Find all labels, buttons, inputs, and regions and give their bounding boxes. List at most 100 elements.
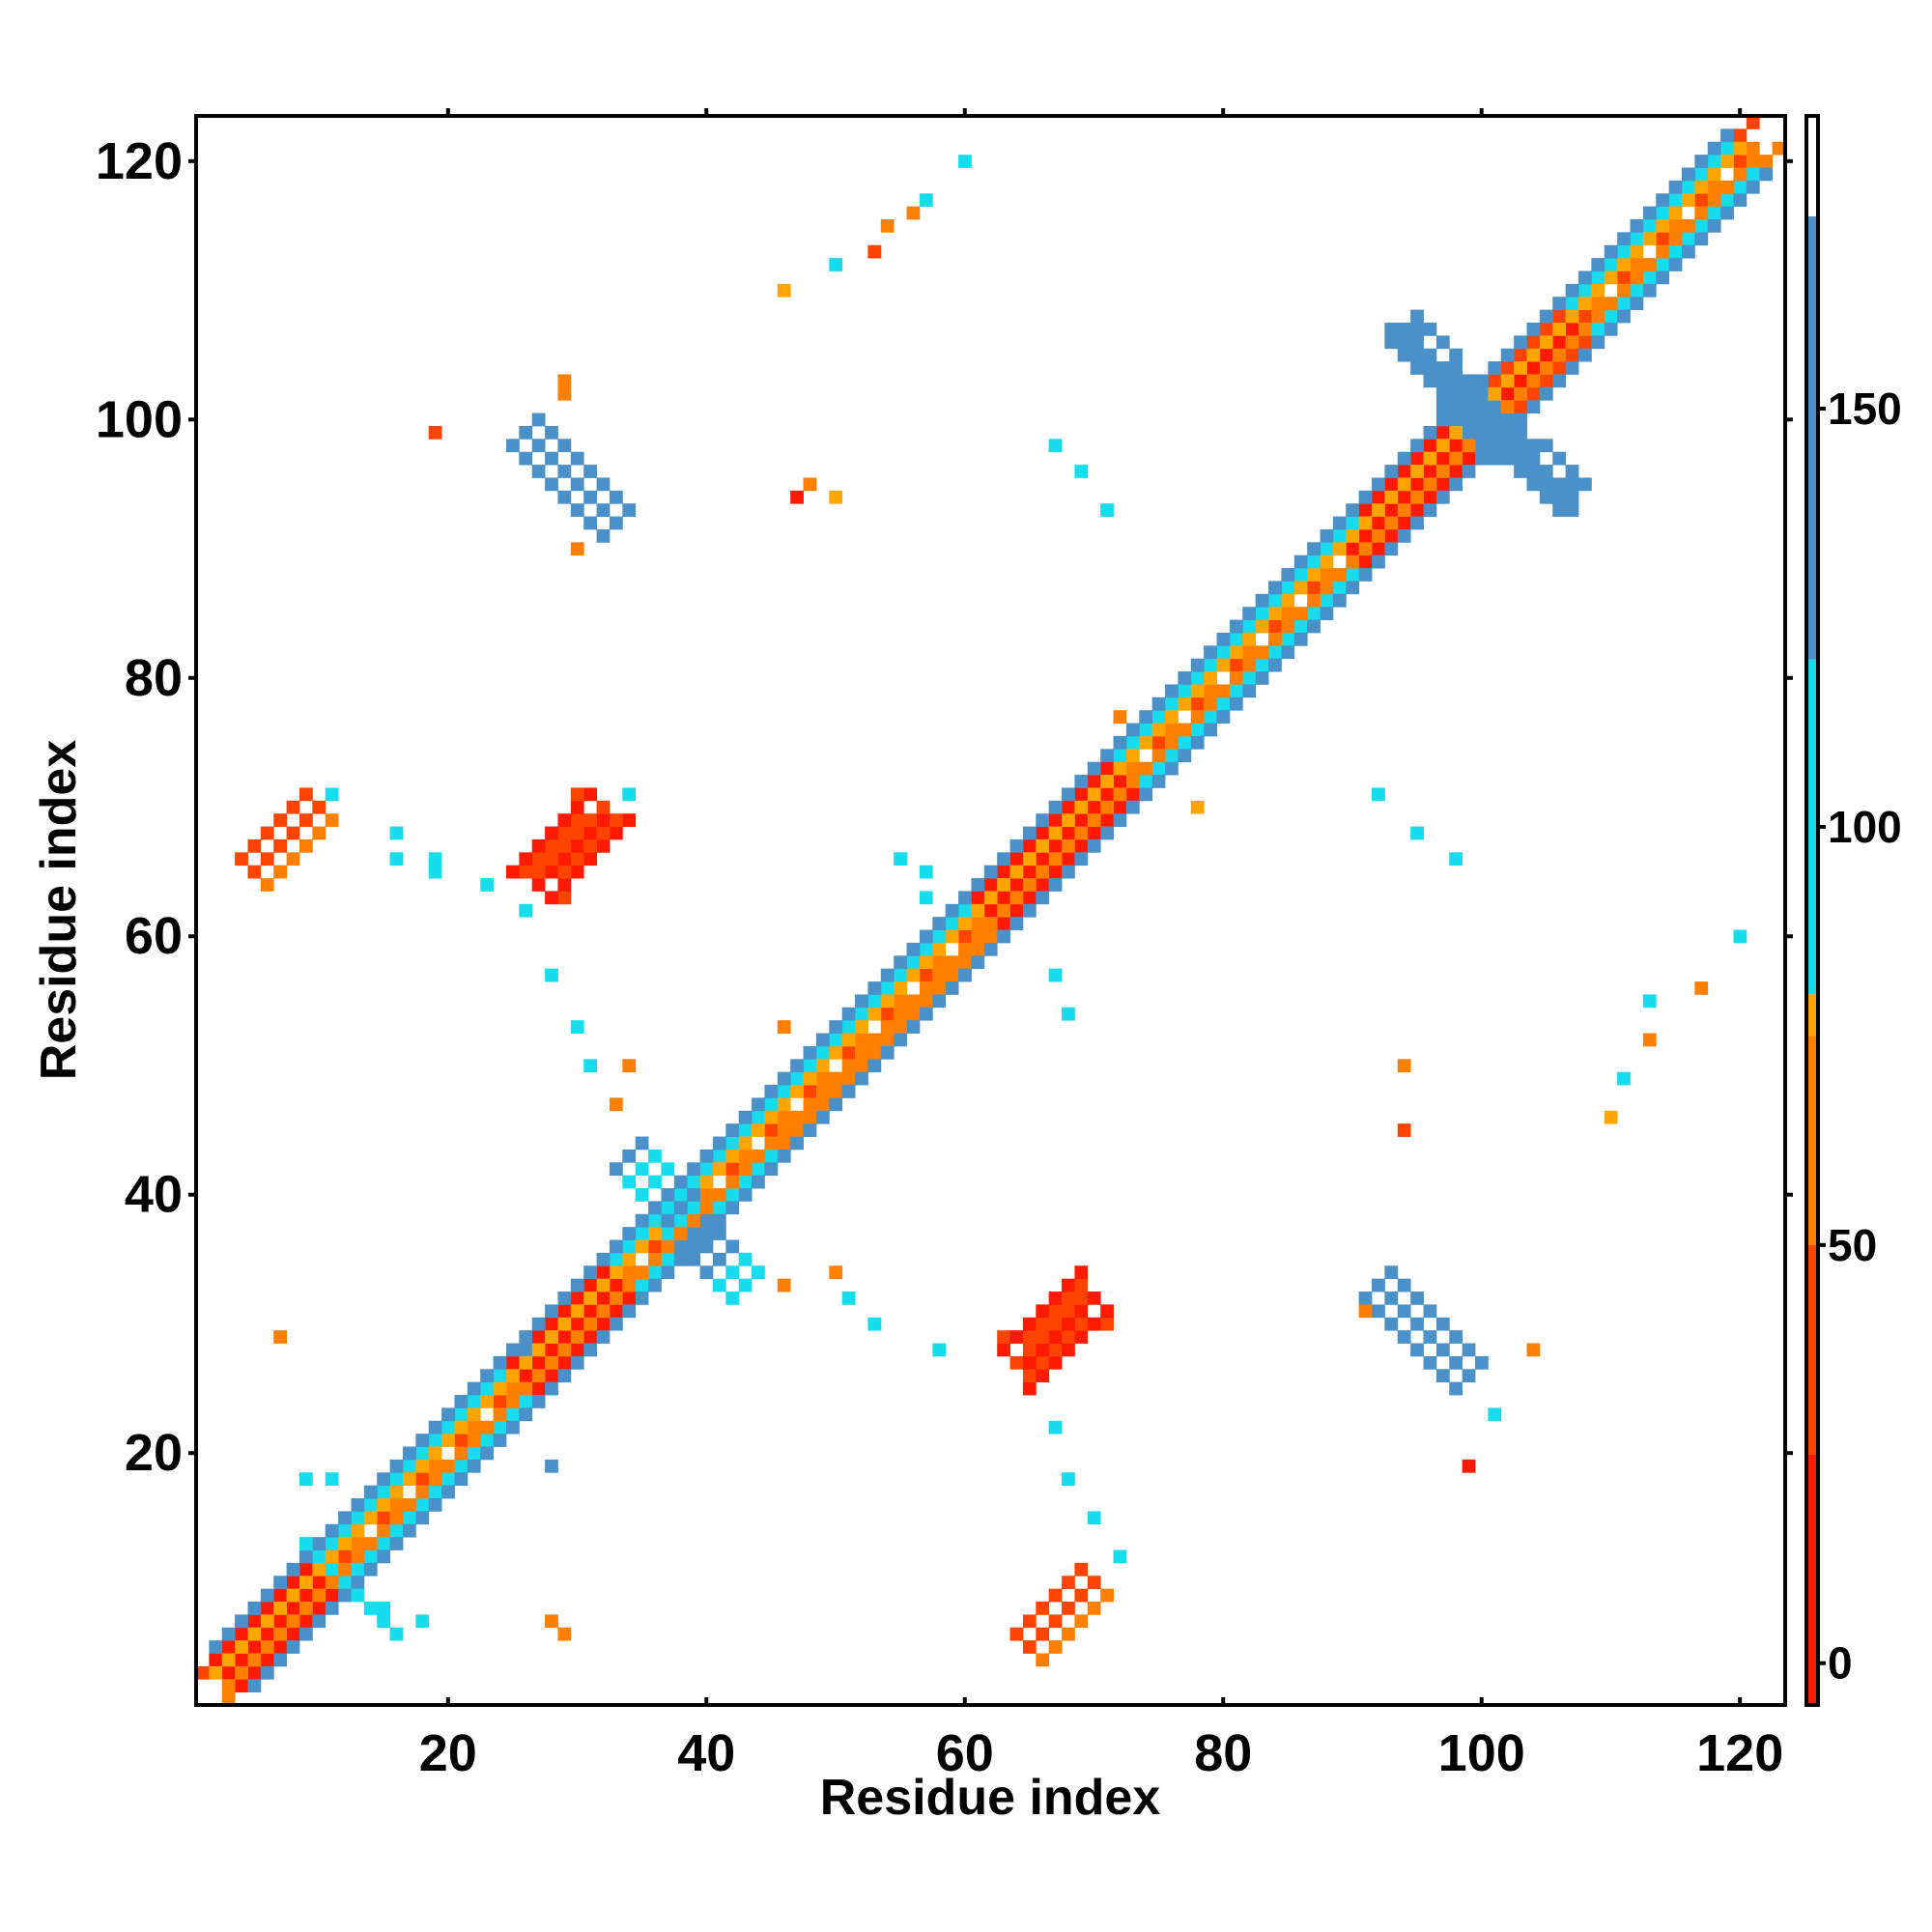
heatmap-cell [1682, 218, 1695, 233]
heatmap-cell [1423, 477, 1437, 492]
heatmap-cell [1397, 335, 1411, 350]
heatmap-cell [983, 903, 998, 918]
heatmap-cell [286, 1562, 300, 1577]
heatmap-cell [1397, 322, 1411, 336]
heatmap-cell [1074, 787, 1089, 802]
heatmap-cell [493, 1355, 507, 1370]
heatmap-cell [505, 1355, 520, 1370]
x-tick-label: 100 [1438, 1724, 1525, 1782]
heatmap-cell [673, 1175, 688, 1189]
heatmap-cell [829, 258, 843, 271]
heatmap-cell [815, 1110, 830, 1124]
heatmap-cell [1526, 374, 1541, 388]
heatmap-cell [286, 1588, 300, 1603]
y-tick-label: 40 [125, 1166, 183, 1224]
heatmap-cell [790, 490, 804, 504]
heatmap-cell [1320, 581, 1334, 595]
heatmap-cell [1733, 141, 1747, 156]
heatmap-cell [803, 1097, 817, 1112]
heatmap-cell [1125, 735, 1140, 750]
heatmap-cell [1526, 348, 1541, 362]
heatmap-cell [919, 968, 933, 982]
heatmap-cell [1449, 852, 1463, 867]
heatmap-cell [1488, 439, 1502, 453]
heatmap-cell [557, 865, 572, 879]
heatmap-cell [880, 218, 895, 233]
heatmap-cell [1694, 232, 1709, 246]
heatmap-cell [377, 1602, 391, 1615]
heatmap-cell [196, 1665, 210, 1680]
heatmap-cell [1733, 155, 1747, 168]
heatmap-cell [1565, 503, 1579, 517]
heatmap-cell [441, 1485, 455, 1499]
heatmap-cell [1036, 865, 1050, 879]
heatmap-cell [557, 891, 572, 905]
heatmap-cell [1578, 283, 1592, 298]
heatmap-cell [1048, 968, 1063, 982]
heatmap-cell [609, 826, 623, 840]
heatmap-cell [1668, 232, 1683, 246]
heatmap-cell [1578, 477, 1592, 492]
heatmap-cell [1332, 542, 1347, 556]
heatmap-cell [389, 1511, 404, 1525]
heatmap-cell [1772, 141, 1786, 156]
heatmap-cell [583, 826, 597, 840]
heatmap-cell [661, 1227, 675, 1240]
heatmap-cell [1009, 838, 1024, 853]
heatmap-cell [1036, 826, 1050, 840]
heatmap-cell [1372, 516, 1385, 530]
heatmap-cell [894, 981, 907, 995]
heatmap-cell [1435, 490, 1450, 504]
heatmap-cell [531, 1355, 546, 1370]
heatmap-cell [325, 1602, 339, 1615]
heatmap-cell [596, 528, 611, 543]
heatmap-cell [273, 1602, 288, 1615]
heatmap-cell [1293, 581, 1308, 595]
heatmap-cell [1100, 503, 1114, 517]
heatmap-cell [1009, 852, 1024, 867]
heatmap-cell [648, 1149, 662, 1163]
heatmap-cell [1423, 1355, 1437, 1370]
heatmap-cell [325, 1549, 339, 1564]
heatmap-cell [1151, 735, 1166, 750]
heatmap-cell [1514, 361, 1527, 375]
heatmap-cell [919, 1007, 933, 1021]
heatmap-cell [1384, 1292, 1399, 1305]
heatmap-cell [1165, 761, 1179, 776]
heatmap-cell [1048, 1292, 1063, 1305]
heatmap-cell [725, 1149, 740, 1163]
heatmap-cell [1242, 619, 1257, 634]
heatmap-cell [635, 1292, 649, 1305]
heatmap-cell [648, 1265, 662, 1280]
heatmap-cell [1488, 1407, 1502, 1422]
heatmap-cell [1423, 361, 1437, 375]
heatmap-cell [635, 1239, 649, 1254]
heatmap-cell [1048, 813, 1063, 827]
heatmap-cell [1384, 490, 1399, 504]
heatmap-cell [1100, 775, 1114, 788]
heatmap-cell [841, 1033, 856, 1047]
heatmap-cell [867, 244, 882, 259]
heatmap-cell [1151, 696, 1166, 711]
heatmap-cell [1036, 878, 1050, 892]
heatmap-cell [557, 374, 572, 388]
heatmap-cell [596, 1330, 611, 1344]
heatmap-cell [1435, 451, 1450, 466]
heatmap-cell [402, 1459, 416, 1473]
heatmap-cell [1242, 658, 1257, 672]
heatmap-cell [1410, 361, 1424, 375]
heatmap-cell [815, 1097, 830, 1112]
heatmap-cell [428, 865, 442, 879]
heatmap-cell [1113, 1549, 1127, 1564]
heatmap-cell [1204, 658, 1217, 672]
heatmap-cell [1358, 554, 1373, 569]
heatmap-cell [752, 1175, 765, 1189]
heatmap-cell [1320, 607, 1334, 620]
heatmap-cell [1074, 813, 1089, 827]
heatmap-cell [389, 1472, 404, 1487]
heatmap-cell [1204, 696, 1217, 711]
heatmap-cell [545, 1317, 558, 1331]
heatmap-cell [622, 1175, 637, 1189]
heatmap-cell [1539, 386, 1553, 401]
heatmap-cell [1694, 218, 1709, 233]
